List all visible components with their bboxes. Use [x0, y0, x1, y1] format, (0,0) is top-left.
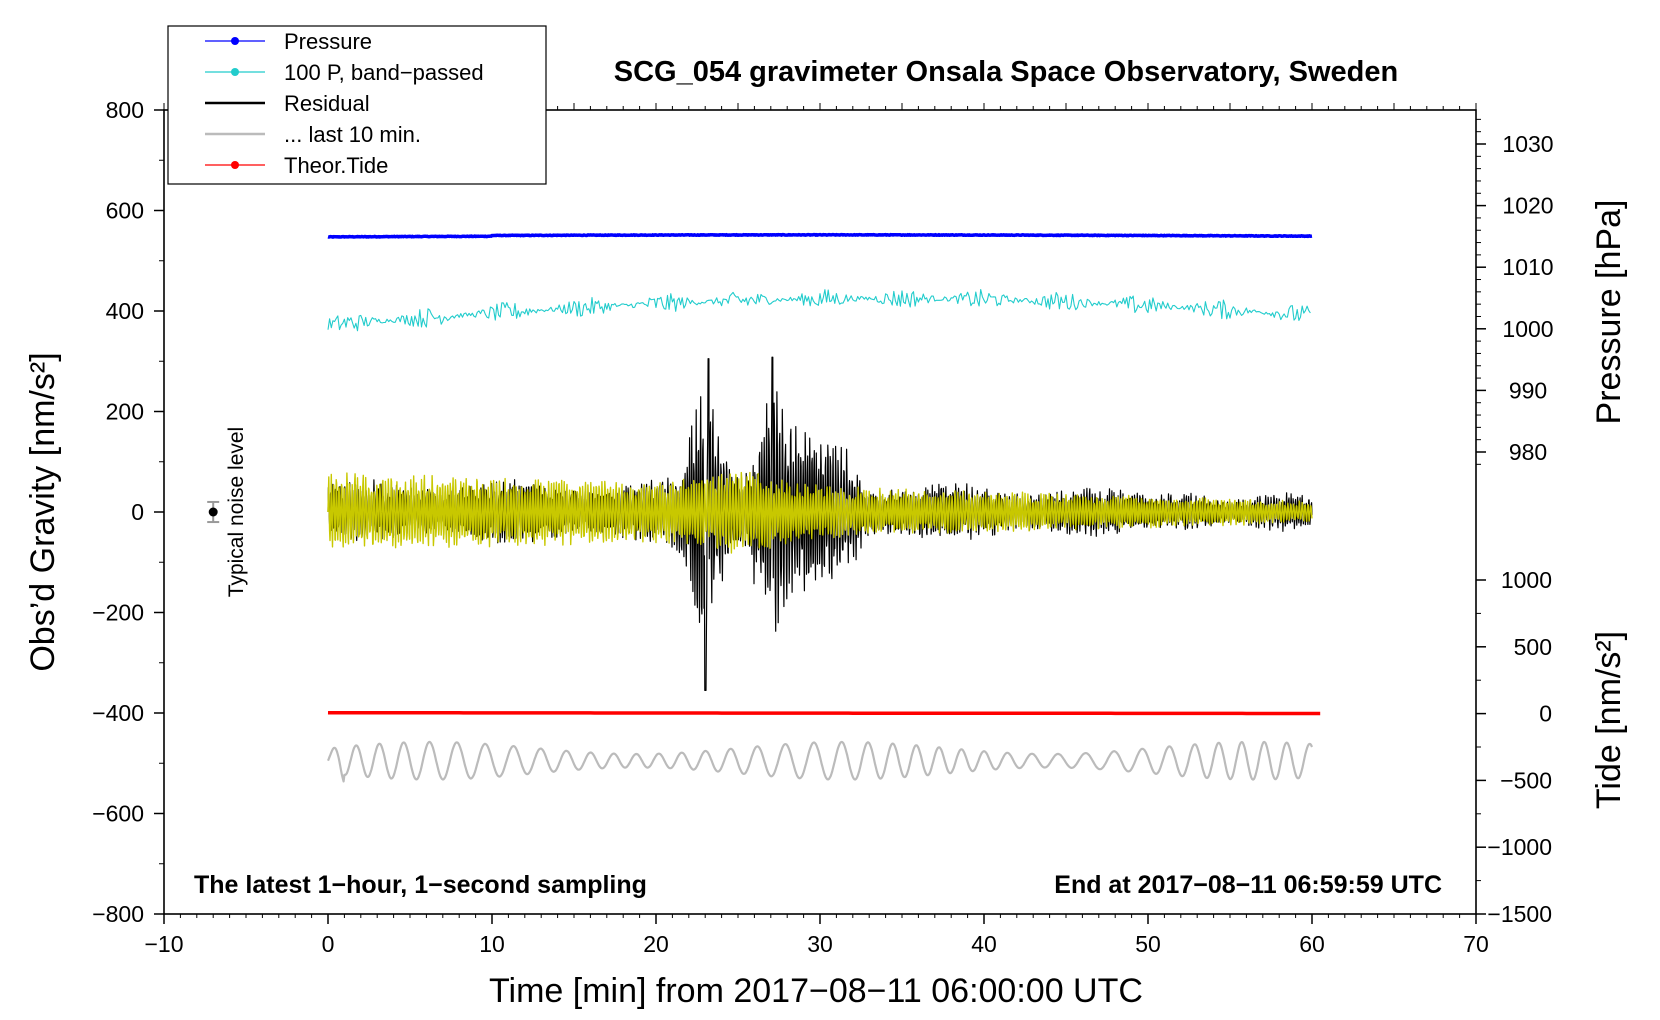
y-tick-label: 400 — [106, 298, 144, 324]
x-tick-label: 20 — [643, 931, 669, 957]
tide-tick-label: 1000 — [1501, 567, 1552, 593]
noise-point — [208, 507, 218, 517]
y-tick-label: 0 — [131, 499, 144, 525]
residual-overlay-series — [327, 471, 1313, 554]
tide-tick-label: 0 — [1539, 701, 1552, 727]
band-passed-pressure-series — [327, 288, 1311, 332]
pressure-tick-label: 1020 — [1502, 193, 1553, 219]
y-tick-label: −200 — [92, 600, 144, 626]
y-tick-label: 800 — [106, 97, 144, 123]
y-tick-label: −800 — [92, 901, 144, 927]
pressure-series — [327, 232, 1313, 239]
y-tick-label: −600 — [92, 801, 144, 827]
pressure-tick-label: 1010 — [1502, 254, 1553, 280]
y-axis-label: Obs’d Gravity [nm/s²] — [24, 352, 62, 671]
legend-label: ... last 10 min. — [284, 122, 421, 147]
x-tick-label: 40 — [971, 931, 997, 957]
x-tick-label: 70 — [1463, 931, 1489, 957]
pressure-tick-label: 980 — [1509, 439, 1547, 465]
legend-marker — [231, 161, 239, 169]
end-time-annotation: End at 2017−08−11 06:59:59 UTC — [1054, 871, 1442, 899]
last-10-min-series — [326, 740, 1314, 783]
legend-label: Residual — [284, 91, 370, 116]
x-tick-label: 50 — [1135, 931, 1161, 957]
x-axis-label: Time [min] from 2017−08−11 06:00:00 UTC — [489, 972, 1143, 1010]
x-tick-label: 10 — [479, 931, 505, 957]
x-tick-label: 60 — [1299, 931, 1325, 957]
tide-tick-label: −500 — [1500, 767, 1552, 793]
legend-label: Pressure — [284, 29, 372, 54]
data-layer — [326, 232, 1321, 783]
x-tick-label: 30 — [807, 931, 833, 957]
theoretical-tide-series — [327, 710, 1321, 716]
pressure-tick-label: 990 — [1509, 377, 1547, 403]
legend-marker — [231, 68, 239, 76]
legend-label: 100 P, band−passed — [284, 60, 484, 85]
pressure-tick-label: 1030 — [1502, 131, 1553, 157]
legend: Pressure 100 P, band−passed Residual ... la… — [167, 25, 547, 185]
y-tick-label: 200 — [106, 399, 144, 425]
y-tick-label: −400 — [92, 700, 144, 726]
noise-level-marker — [207, 500, 220, 524]
legend-box — [167, 25, 547, 185]
y-tick-label: 600 — [106, 198, 144, 224]
x-tick-label: 0 — [322, 931, 335, 957]
tide-tick-label: −1000 — [1487, 834, 1552, 860]
pressure-axis-label: Pressure [hPa] — [1590, 200, 1628, 425]
noise-level-label: Typical noise level — [225, 427, 248, 597]
legend-label: Theor.Tide — [284, 153, 388, 178]
legend-marker — [231, 37, 239, 45]
x-tick-label: −10 — [144, 931, 183, 957]
sampling-annotation: The latest 1−hour, 1−second sampling — [194, 871, 647, 899]
chart-title: SCG_054 gravimeter Onsala Space Observat… — [614, 56, 1398, 88]
pressure-tick-label: 1000 — [1502, 316, 1553, 342]
tide-axis-label: Tide [nm/s²] — [1590, 631, 1628, 809]
tide-tick-label: −1500 — [1487, 901, 1552, 927]
tide-tick-label: 500 — [1514, 634, 1552, 660]
